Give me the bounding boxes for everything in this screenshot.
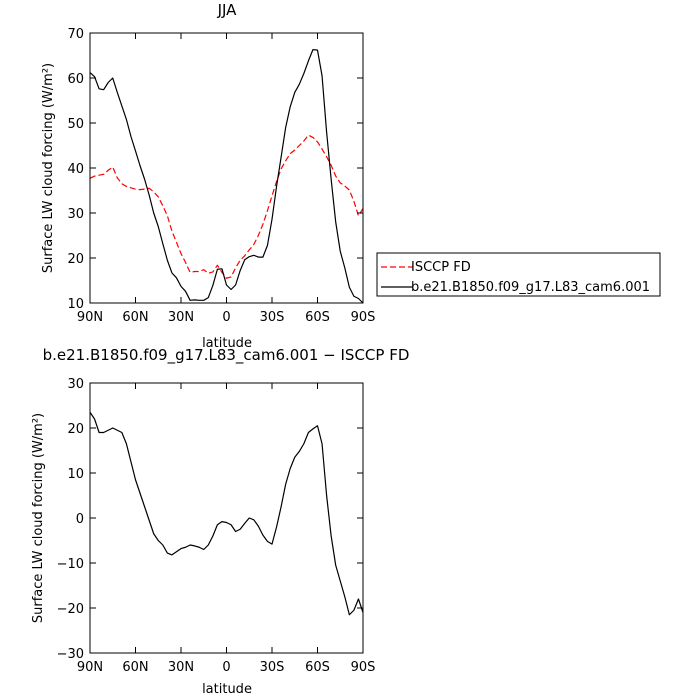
upper-chart-panel: JJA 90N 60N 30N 0 30S 60S 90S 10 20 30 40 50 60 70 la… (41, 1, 375, 351)
upper-x-tick-label: 30N (168, 310, 194, 325)
lower-chart-title: b.e21.B1850.f09_g17.L83_cam6.001 − ISCCP… (43, 346, 410, 365)
upper-chart-series-group (89, 49, 364, 304)
lower-chart-panel: b.e21.B1850.f09_g17.L83_cam6.001 − ISCCP… (31, 346, 409, 697)
upper-chart-x-axis-label: latitude (202, 336, 252, 351)
upper-y-tick-label: 70 (67, 27, 84, 42)
legend-label-isccp: ISCCP FD (411, 260, 471, 275)
upper-y-tick-label: 10 (67, 297, 84, 312)
lower-chart-series-group (89, 411, 364, 616)
lower-y-tick-label: 0 (76, 512, 84, 527)
upper-chart-title: JJA (217, 1, 238, 19)
upper-series-line-0 (89, 134, 364, 279)
lower-y-tick-label: −20 (57, 602, 84, 617)
lower-y-tick-label: 20 (67, 422, 84, 437)
legend-box (376, 252, 661, 297)
upper-chart-ticks: 90N 60N 30N 0 30S 60S 90S 10 20 30 40 50 60 70 (67, 27, 375, 325)
lower-chart-x-axis-label: latitude (202, 682, 252, 697)
upper-chart-y-axis-label: Surface LW cloud forcing (W/m²) (41, 63, 56, 273)
upper-x-tick-label: 60N (122, 310, 148, 325)
lower-x-tick-label: 60N (122, 660, 148, 675)
upper-y-tick-label: 40 (67, 162, 84, 177)
lower-y-tick-label: −10 (57, 557, 84, 572)
lower-x-tick-label: 90S (351, 660, 376, 675)
lower-x-tick-label: 60S (305, 660, 330, 675)
lower-x-tick-label: 90N (77, 660, 103, 675)
upper-x-tick-label: 60S (305, 310, 330, 325)
upper-y-tick-label: 60 (67, 72, 84, 87)
lower-y-tick-label: −30 (57, 647, 84, 662)
upper-y-tick-label: 20 (67, 252, 84, 267)
lower-x-tick-label: 30N (168, 660, 194, 675)
upper-y-tick-label: 30 (67, 207, 84, 222)
lower-chart-y-axis-label: Surface LW cloud forcing (W/m²) (31, 413, 46, 623)
legend-label-model: b.e21.B1850.f09_g17.L83_cam6.001 (411, 280, 650, 295)
lower-y-tick-label: 10 (67, 467, 84, 482)
lower-x-tick-label: 0 (222, 660, 230, 675)
lower-chart-ticks: 90N 60N 30N 0 30S 60S 90S −30 −20 −10 0 10 20 30 (57, 377, 376, 675)
lower-x-tick-label: 30S (260, 660, 285, 675)
upper-series-line-1 (89, 49, 364, 304)
upper-x-tick-label: 0 (222, 310, 230, 325)
lower-y-tick-label: 30 (67, 377, 84, 392)
upper-x-tick-label: 90S (351, 310, 376, 325)
upper-x-tick-label: 90N (77, 310, 103, 325)
upper-y-tick-label: 50 (67, 117, 84, 132)
lower-chart-plot-frame (89, 382, 364, 654)
lower-series-line-0 (89, 411, 364, 616)
upper-chart-legend: ISCCP FD b.e21.B1850.f09_g17.L83_cam6.00… (376, 252, 661, 297)
upper-x-tick-label: 30S (260, 310, 285, 325)
